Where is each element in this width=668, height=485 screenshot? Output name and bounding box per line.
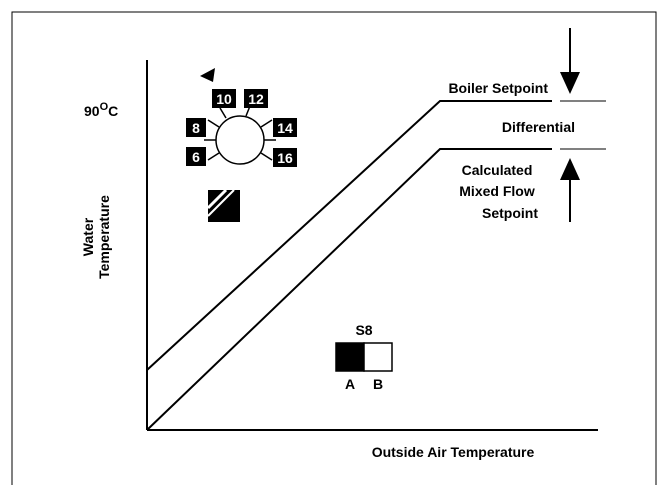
dial-box <box>212 89 236 108</box>
dial-number: 14 <box>277 120 293 136</box>
temp-number: 90 <box>84 103 100 119</box>
dial-knob <box>215 115 265 165</box>
dial-box <box>273 148 297 167</box>
boiler-line <box>146 100 552 371</box>
dial: 10 12 8 14 6 16 <box>186 68 297 167</box>
dial-number: 6 <box>192 149 200 165</box>
dial-pointer <box>200 68 215 82</box>
temp-unit: C <box>108 103 118 119</box>
switch-name: S8 <box>355 322 372 338</box>
mixed-line <box>146 148 552 431</box>
boiler-setpoint: Boiler Setpoint <box>448 80 548 96</box>
dial-box <box>186 118 206 137</box>
dial-box <box>186 147 206 166</box>
calculated-3: Setpoint <box>482 205 538 221</box>
switch-b: B <box>373 376 383 392</box>
calculated-1: Calculated <box>462 162 533 178</box>
dial-number: 16 <box>277 150 293 166</box>
differential: Differential <box>502 119 575 135</box>
switch-left <box>335 342 365 372</box>
x-label: Outside Air Temperature <box>372 444 535 460</box>
temp-degree: O <box>100 101 109 113</box>
calculated-2: Mixed Flow <box>459 183 535 199</box>
switch-right <box>363 342 393 372</box>
dial-number: 12 <box>248 91 264 107</box>
frame <box>11 11 657 485</box>
switch-a: A <box>345 376 355 392</box>
arrow-head <box>560 72 580 94</box>
y-label-1: Water <box>80 217 96 256</box>
dial-box <box>244 89 268 108</box>
dial-box <box>273 118 297 137</box>
dial-number: 8 <box>192 120 200 136</box>
hatched-icon <box>206 188 240 222</box>
dial-number: 10 <box>216 91 232 107</box>
y-label-2: Temperature <box>96 195 112 279</box>
arrow-head <box>560 158 580 180</box>
temp-mark: 90OC <box>84 101 118 119</box>
